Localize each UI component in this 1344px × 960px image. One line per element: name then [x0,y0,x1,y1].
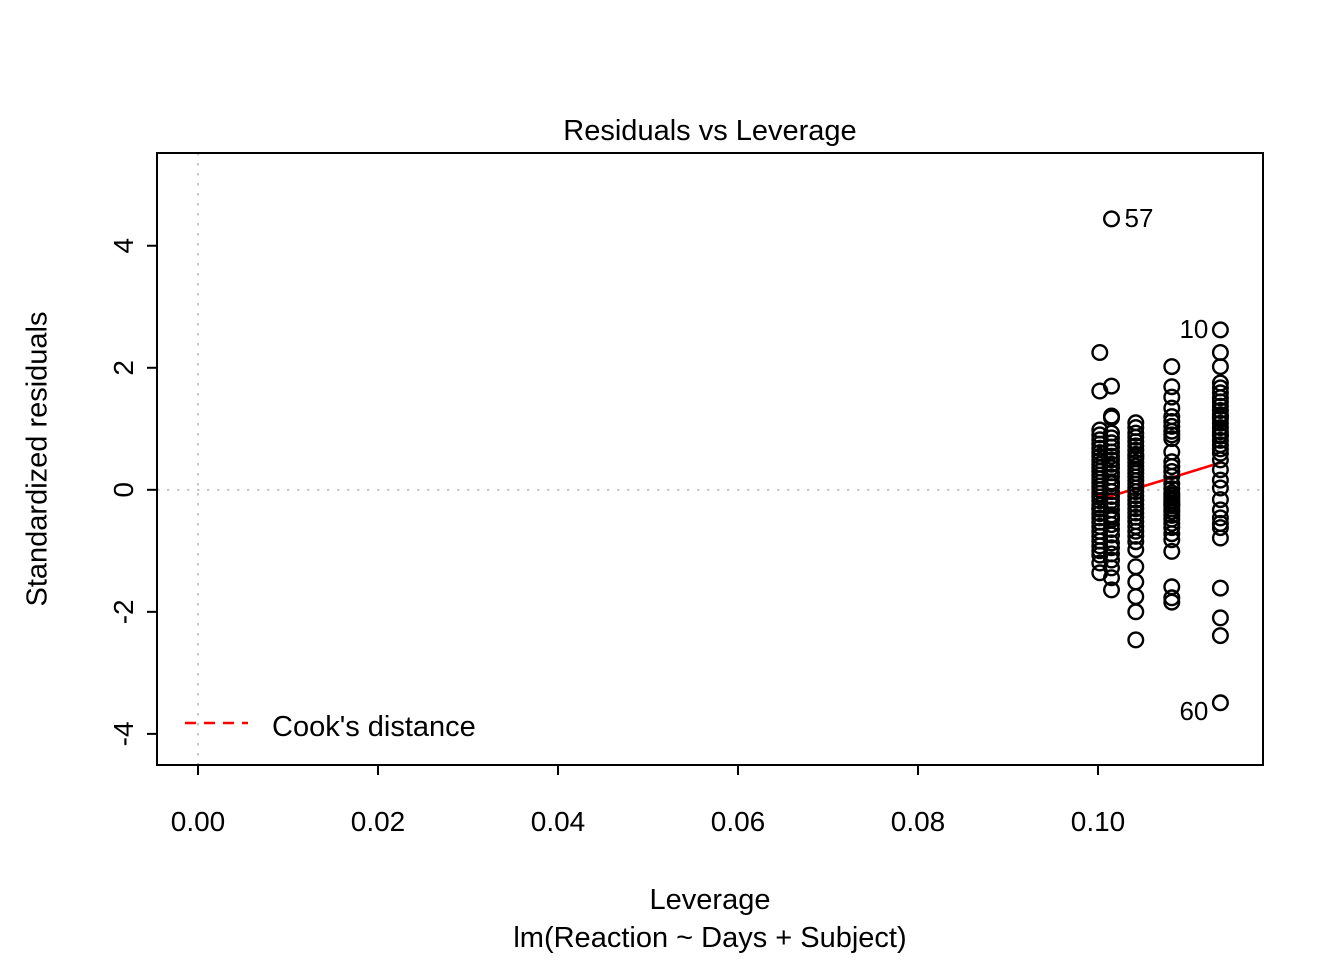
data-point [1163,378,1181,396]
data-point [1211,444,1229,462]
point-label-57: 57 [1125,203,1154,233]
point-label-10: 10 [1179,314,1208,344]
data-point [1163,463,1181,481]
data-point [1127,631,1145,649]
data-point [1127,447,1145,465]
data-point [1163,467,1181,485]
data-point [1102,551,1120,569]
y-axis-title: Standardized residuals [21,311,54,607]
chart-title: Residuals vs Leverage [563,115,857,147]
y-tick-label: 0 [108,482,139,498]
data-point [1163,496,1181,514]
data-point [1211,609,1229,627]
x-tick-label: 0.06 [711,806,766,837]
data-point [1163,519,1181,537]
x-tick-label: 0.08 [891,806,946,837]
data-point [1102,508,1120,526]
data-point [1127,603,1145,621]
data-point [1163,531,1181,549]
data-point [1163,458,1181,476]
y-tick-label: 4 [108,238,139,254]
data-point [1102,526,1120,544]
data-point [1102,581,1120,599]
data-point [1163,358,1181,376]
data-point [1211,694,1229,712]
model-formula-subtitle: lm(Reaction ~ Days + Subject) [513,922,907,954]
data-point [1102,475,1120,493]
data-point [1102,377,1120,395]
data-point [1211,321,1229,339]
data-point [1211,514,1229,532]
data-point [1211,358,1229,376]
data-point [1127,522,1145,540]
data-point [1102,516,1120,534]
data-point [1211,579,1229,597]
data-point [1163,525,1181,543]
data-point [1211,408,1229,426]
data-point [1211,491,1229,509]
data-point [1163,430,1181,448]
data-point [1102,438,1120,456]
y-tick-label: -4 [108,721,139,746]
data-point [1127,533,1145,551]
data-point [1211,529,1229,547]
data-point [1127,541,1145,559]
x-tick-label: 0.02 [351,806,406,837]
data-point [1127,527,1145,545]
data-point [1102,569,1120,587]
data-point [1211,451,1229,469]
data-point [1091,537,1109,555]
data-point [1102,210,1120,228]
data-point [1211,426,1229,444]
x-tick-label: 0.04 [531,806,586,837]
y-tick-label: 2 [108,360,139,376]
data-point [1211,344,1229,362]
data-point [1102,559,1120,577]
data-point [1163,593,1181,611]
data-point [1102,539,1120,557]
y-tick-label: -2 [108,599,139,624]
data-point [1163,413,1181,431]
data-point [1102,534,1120,552]
data-point [1091,426,1109,444]
data-point [1163,388,1181,406]
x-tick-label: 0.10 [1071,806,1126,837]
data-point [1127,573,1145,591]
data-point [1091,344,1109,362]
x-tick-label: 0.00 [171,806,226,837]
data-point [1211,509,1229,527]
data-point [1211,471,1229,489]
data-point [1163,542,1181,560]
data-point [1127,558,1145,576]
data-point [1211,627,1229,645]
data-point [1163,417,1181,435]
data-point [1127,588,1145,606]
x-axis-title: Leverage [649,884,771,916]
plot-border [156,152,1264,766]
point-label-60: 60 [1179,696,1208,726]
data-point [1163,399,1181,417]
data-point [1211,479,1229,497]
legend-cooks-distance-label: Cook's distance [272,711,476,743]
data-point [1211,461,1229,479]
